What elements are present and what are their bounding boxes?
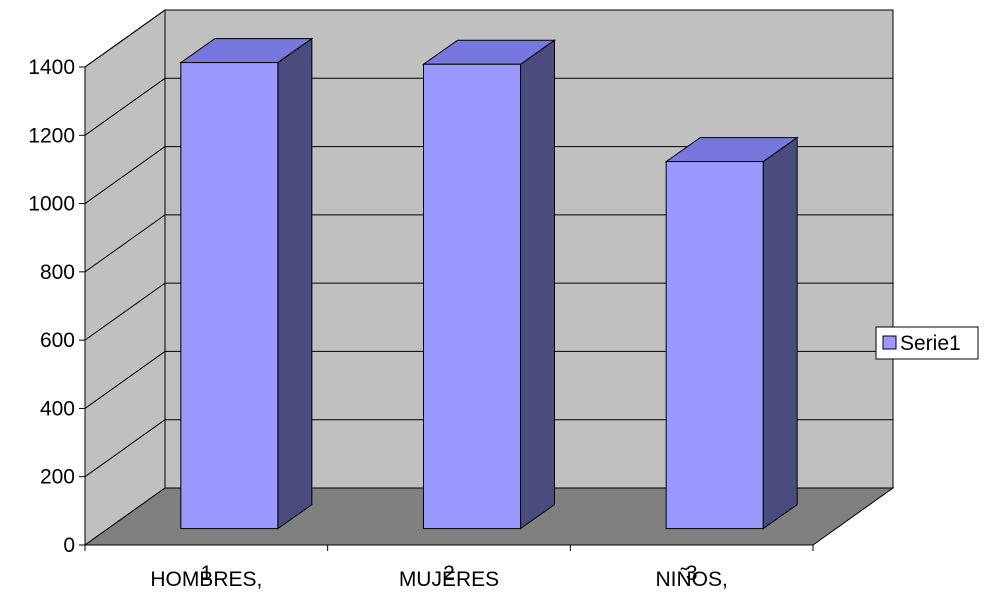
- category-label: 1: [200, 562, 212, 585]
- bar-front: [423, 63, 521, 530]
- bar-side: [520, 39, 555, 530]
- y-tick-label: 600: [40, 329, 75, 352]
- axes: [79, 66, 814, 551]
- y-tick-label: 400: [40, 397, 75, 420]
- gridline-side: [84, 282, 166, 341]
- y-tick-labels: 0 200 400 600 800 1000 1200 1400: [28, 56, 75, 557]
- category-sublabel: HOMBRES,: [150, 568, 262, 591]
- bar: [179, 37, 314, 530]
- gridline-side: [84, 77, 166, 136]
- y-tick-label: 1000: [28, 193, 75, 216]
- category-label: 3: [686, 562, 698, 585]
- bar: [421, 39, 557, 530]
- y-tick-label: 0: [63, 534, 75, 557]
- gridline-side: [84, 214, 166, 273]
- category-label: 2: [443, 562, 455, 585]
- bar-front: [180, 62, 279, 530]
- gridline-side: [84, 146, 166, 204]
- bar-side: [762, 136, 798, 530]
- y-tick-label: 200: [40, 466, 75, 489]
- category-sublabel: NIÑOS,: [655, 567, 727, 591]
- legend-swatch: [882, 335, 897, 350]
- gridline-side: [84, 351, 166, 409]
- category-sublabel: MUJERES: [399, 568, 499, 591]
- legend: Serie1: [875, 326, 979, 360]
- gridline-side: [84, 9, 166, 68]
- bar-front: [665, 161, 764, 530]
- y-tick-label: 800: [40, 261, 75, 284]
- bar: [664, 136, 799, 530]
- bars: [179, 37, 799, 530]
- y-tick-label: 1200: [28, 124, 75, 147]
- side-wall: [84, 9, 166, 546]
- gridline-side: [84, 419, 166, 478]
- bar-side: [277, 37, 313, 530]
- y-tick-label: 1400: [28, 56, 75, 79]
- legend-label: Serie1: [900, 332, 961, 355]
